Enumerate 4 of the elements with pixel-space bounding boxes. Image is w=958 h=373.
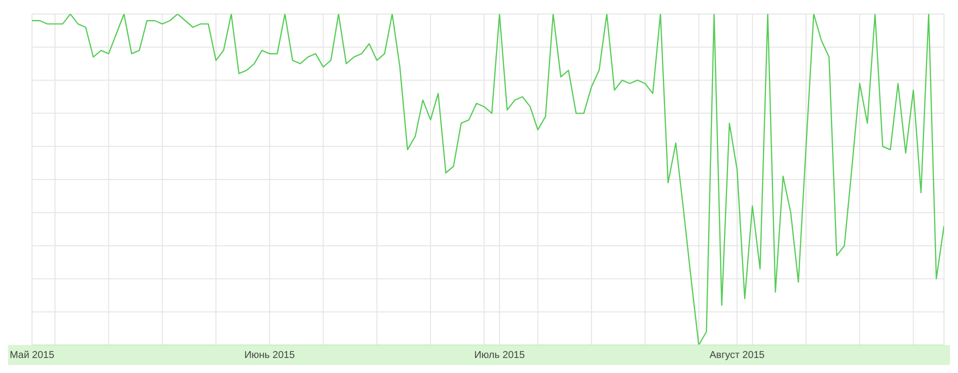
x-tick-label: Июнь 2015 — [244, 350, 296, 361]
x-tick-label: Август 2015 — [710, 350, 766, 361]
x-tick-label: Май 2015 — [10, 350, 55, 361]
x-tick-label: Июль 2015 — [474, 350, 526, 361]
